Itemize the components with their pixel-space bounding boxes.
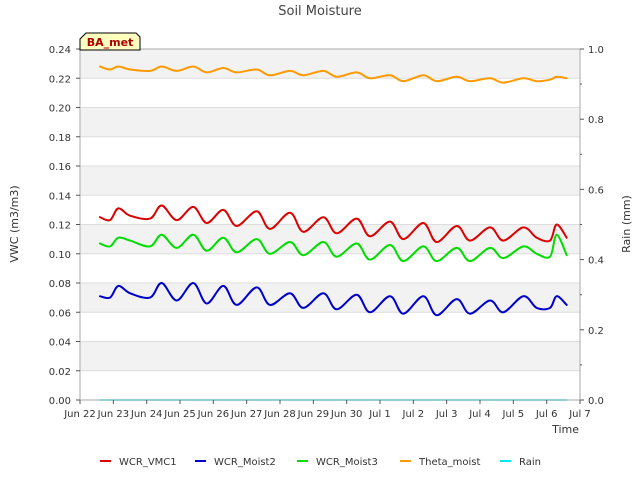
x-tick-label-9: Jul 1 xyxy=(368,409,391,420)
legend-label-wcr-vmc1: WCR_VMC1 xyxy=(119,457,177,468)
y2-axis-label: Rain (mm) xyxy=(620,195,633,253)
band-10 xyxy=(80,78,580,108)
y-tick-label-3: 0.06 xyxy=(49,308,71,319)
y-tick-label-2: 0.04 xyxy=(49,338,71,349)
legend-label-wcr-moist3: WCR_Moist3 xyxy=(316,457,378,468)
chart-title: Soil Moisture xyxy=(278,4,362,19)
station-badge: BA_met xyxy=(79,32,141,51)
badge-label: BA_met xyxy=(87,36,134,49)
band-0 xyxy=(80,370,580,400)
legend-item-wcr-vmc1: WCR_VMC1 xyxy=(100,457,177,468)
x-tick-label-2: Jun 24 xyxy=(130,409,163,420)
legend-label-rain: Rain xyxy=(519,457,541,468)
x-tick-label-4: Jun 26 xyxy=(197,409,230,420)
axes: 0.00 0.02 0.04 0.06 0.08 0.10 0.12 0.14 0.16 0.18… xyxy=(49,45,604,420)
y2-tick-label-2: 0.4 xyxy=(588,256,604,267)
band-4 xyxy=(80,253,580,283)
series-line-wcr-moist3 xyxy=(99,233,568,263)
x-tick-label-0: Jun 22 xyxy=(63,409,96,420)
series-line-wcr-vmc1 xyxy=(99,204,568,243)
series-line-theta-moist xyxy=(99,65,568,84)
band-1 xyxy=(80,341,580,371)
badge-shape xyxy=(79,32,141,51)
legend-item-wcr-moist3: WCR_Moist3 xyxy=(297,457,378,468)
band-7 xyxy=(80,166,580,196)
y2-tick-label-1: 0.2 xyxy=(588,326,604,337)
x-tick-label-5: Jun 27 xyxy=(230,409,263,420)
legend-label-wcr-moist2: WCR_Moist2 xyxy=(214,457,276,468)
y-tick-label-11: 0.22 xyxy=(49,74,71,85)
legend-label-theta-moist: Theta_moist xyxy=(418,457,480,468)
x-tick-label-3: Jun 25 xyxy=(163,409,196,420)
x-tick-label-7: Jun 29 xyxy=(297,409,330,420)
x-tick-label-14: Jul 6 xyxy=(535,409,558,420)
x-tick-label-8: Jun 30 xyxy=(330,409,363,420)
y2-tick-label-5: 1.0 xyxy=(588,45,604,56)
y-axis-label: VWC (m3/m3) xyxy=(8,185,21,262)
y-tick-label-12: 0.24 xyxy=(49,45,71,56)
band-2 xyxy=(80,312,580,342)
y-tick-label-0: 0.00 xyxy=(49,396,71,407)
y-tick-label-6: 0.12 xyxy=(49,221,71,232)
x-tick-label-10: Jul 2 xyxy=(402,409,425,420)
series-line-wcr-moist2 xyxy=(99,282,568,317)
x-tick-label-1: Jun 23 xyxy=(97,409,130,420)
x-tick-label-15: Jul 7 xyxy=(568,409,591,420)
plot-background-bands xyxy=(80,49,580,400)
x-tick-label-6: Jun 28 xyxy=(263,409,296,420)
y-tick-label-8: 0.16 xyxy=(49,162,71,173)
legend-item-theta-moist: Theta_moist xyxy=(400,457,480,468)
x-tick-label-11: Jul 3 xyxy=(435,409,458,420)
y2-tick-label-3: 0.6 xyxy=(588,185,604,196)
y2-tick-label-0: 0.0 xyxy=(588,396,604,407)
band-3 xyxy=(80,283,580,313)
legend: WCR_VMC1 WCR_Moist2 WCR_Moist3 Theta_moist R… xyxy=(100,457,541,468)
y-tick-label-5: 0.10 xyxy=(49,250,71,261)
y-tick-label-4: 0.08 xyxy=(49,279,71,290)
y-tick-label-1: 0.02 xyxy=(49,367,71,378)
band-9 xyxy=(80,107,580,137)
x-tick-label-12: Jul 4 xyxy=(468,409,491,420)
legend-item-wcr-moist2: WCR_Moist2 xyxy=(195,457,276,468)
band-8 xyxy=(80,136,580,166)
band-6 xyxy=(80,195,580,225)
y-tick-label-9: 0.18 xyxy=(49,133,71,144)
x-tick-label-13: Jul 5 xyxy=(502,409,525,420)
y-tick-label-10: 0.20 xyxy=(49,104,71,115)
y2-tick-label-4: 0.8 xyxy=(588,115,604,126)
y-tick-label-7: 0.14 xyxy=(49,191,71,202)
x-axis-label: Time xyxy=(551,423,579,436)
legend-item-rain: Rain xyxy=(500,457,541,468)
